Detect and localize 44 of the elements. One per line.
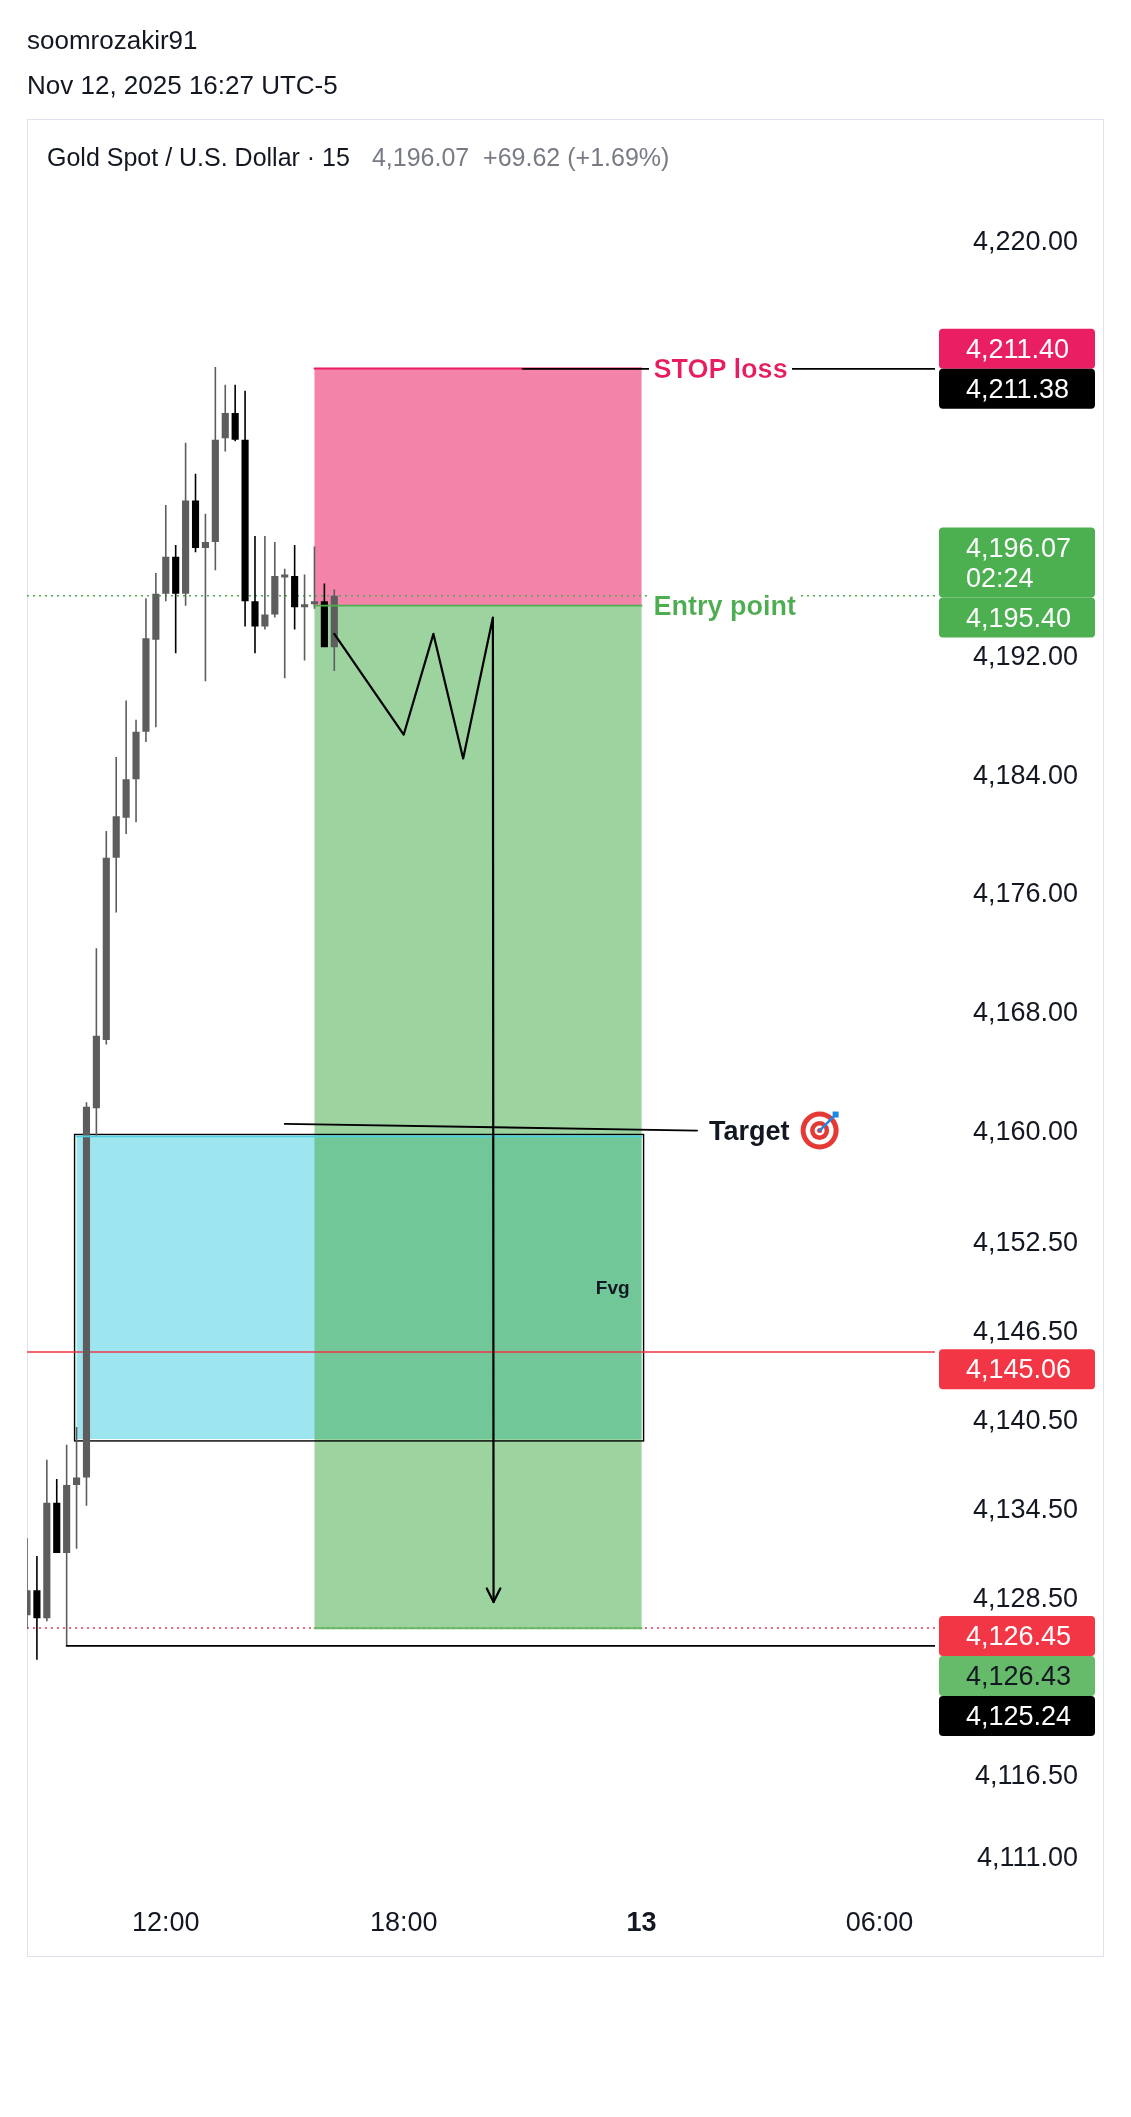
y-tick-label: 4,220.00 [972, 226, 1078, 256]
x-tick-label: 12:00 [131, 1907, 200, 1937]
candlestick [261, 536, 269, 630]
candlestick [162, 504, 170, 602]
series-label: STOP loss [653, 353, 788, 384]
candlestick [152, 573, 160, 728]
candlestick [132, 719, 140, 823]
data-label: 4,211.38 [966, 373, 1070, 404]
y-tick-label: 4,160.00 [972, 1115, 1078, 1146]
y-tick-label: 4,116.50 [974, 1760, 1078, 1791]
x-tick-label: 06:00 [845, 1907, 914, 1937]
candlestick [221, 384, 229, 452]
text: 4,211.40 [966, 333, 1070, 364]
series-label: Entry point [653, 590, 797, 621]
ref-line-label: 4,126.45 [966, 1621, 1072, 1652]
data-label: 4,125.24 [966, 1701, 1072, 1732]
annotation: Target [709, 1115, 790, 1146]
candlestick [112, 756, 120, 913]
text: Nov 12, 2025 16:27 UTC-5 [27, 70, 338, 100]
y-tick-label: 4,128.50 [972, 1582, 1078, 1613]
candlestick [281, 568, 289, 679]
candlestick [142, 598, 150, 743]
y-tick-label: 4,184.00 [972, 759, 1078, 790]
y-tick-label: 4,192.00 [972, 641, 1078, 672]
x-tick-label: 13 [626, 1907, 657, 1937]
text: soomrozakir91 [27, 25, 198, 55]
y-tick-label: 4,152.50 [972, 1226, 1078, 1257]
y-tick-label: 4,140.50 [972, 1404, 1078, 1435]
x-tick-label: 18:00 [369, 1907, 438, 1937]
annotation: Fvg [595, 1277, 630, 1299]
text: 4,195.40 [966, 602, 1072, 633]
chart-title: Gold Spot / U.S. Dollar · 15 [47, 143, 350, 171]
y-tick-label: 4,146.50 [972, 1315, 1078, 1346]
text: 4,126.43 [966, 1661, 1072, 1692]
ref-line-label: 4,145.06 [966, 1354, 1072, 1385]
chart-subtitle: 4,196.07 +69.62 (+1.69%) [371, 143, 670, 171]
y-tick-label: 4,134.50 [972, 1493, 1078, 1524]
candlestick [122, 700, 130, 835]
candlestick [33, 1556, 41, 1660]
candlestick [251, 536, 259, 654]
y-tick-label: 4,176.00 [972, 878, 1078, 909]
y-tick-label: 4,111.00 [976, 1842, 1078, 1872]
y-tick-label: 4,168.00 [972, 996, 1078, 1027]
ref-line-label: 4,196.07 02:24 [966, 532, 1072, 593]
